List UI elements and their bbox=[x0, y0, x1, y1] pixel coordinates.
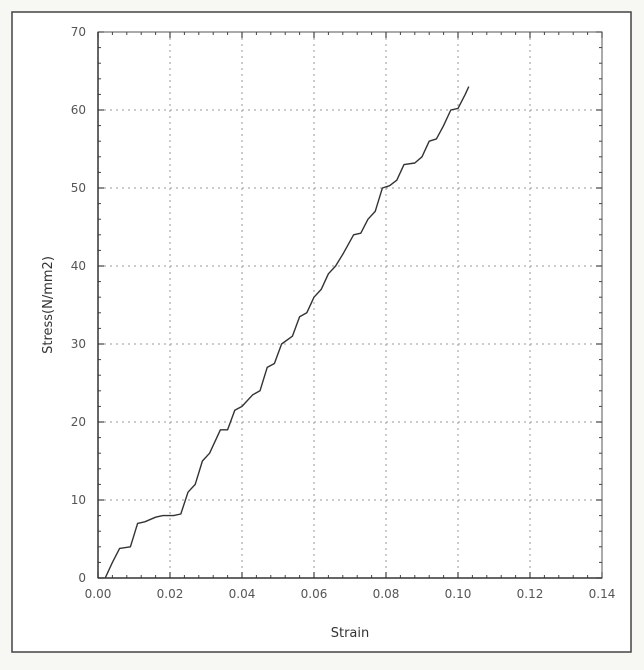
series-line bbox=[104, 86, 470, 579]
y-tick-label: 50 bbox=[71, 181, 86, 195]
x-tick-label: 0.06 bbox=[301, 587, 328, 601]
y-tick-label: 60 bbox=[71, 103, 86, 117]
y-tick-label: 20 bbox=[71, 415, 86, 429]
grid bbox=[98, 32, 602, 578]
x-axis-label: Strain bbox=[331, 626, 370, 641]
y-tick-label: 30 bbox=[71, 337, 86, 351]
y-axis-label: Stress(N/mm2) bbox=[41, 256, 56, 354]
x-tick-label: 0.12 bbox=[517, 587, 544, 601]
y-tick-label: 0 bbox=[78, 571, 86, 585]
y-tick-labels: 0 10 20 30 40 50 60 70 bbox=[71, 25, 86, 585]
y-tick-label: 40 bbox=[71, 259, 86, 273]
x-tick-label: 0.14 bbox=[589, 587, 616, 601]
series-layer bbox=[104, 86, 470, 579]
x-tick-label: 0.08 bbox=[373, 587, 400, 601]
plot-area bbox=[97, 31, 603, 579]
x-tick-labels: 0.00 0.02 0.04 0.06 0.08 0.10 0.12 0.14 bbox=[85, 587, 616, 601]
x-tick-label: 0.00 bbox=[85, 587, 112, 601]
x-tick-label: 0.02 bbox=[157, 587, 184, 601]
y-tick-label: 10 bbox=[71, 493, 86, 507]
y-tick-label: 70 bbox=[71, 25, 86, 39]
x-tick-label: 0.04 bbox=[229, 587, 256, 601]
x-tick-label: 0.10 bbox=[445, 587, 472, 601]
